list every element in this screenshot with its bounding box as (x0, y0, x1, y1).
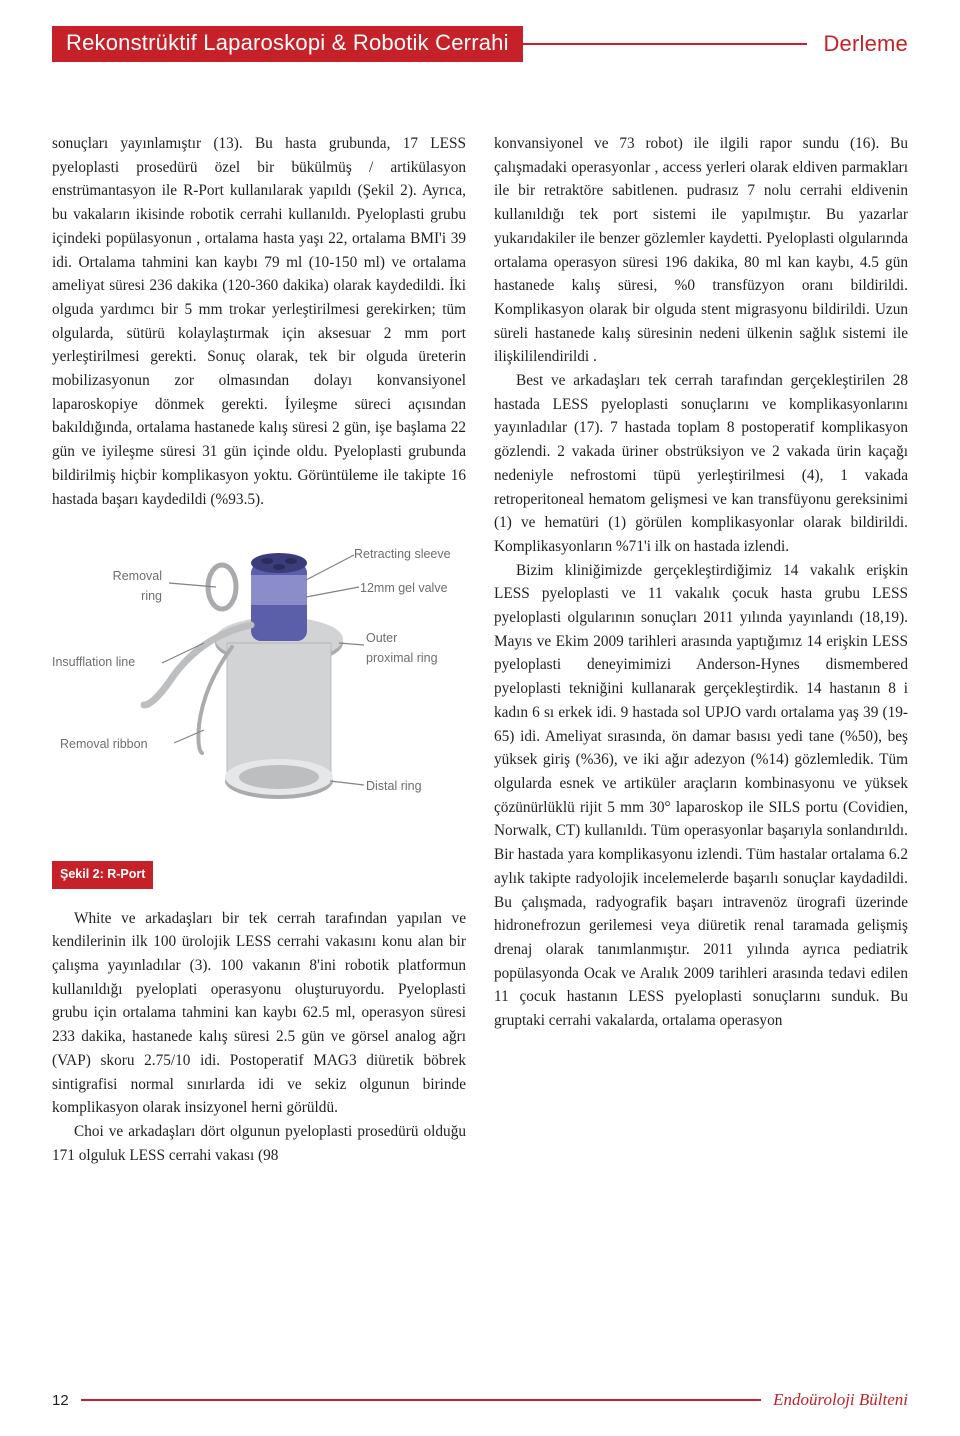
left-para-3: Choi ve arkadaşları dört olgunun pyelopl… (52, 1120, 466, 1167)
header-rule (523, 43, 808, 45)
fig-label-gel-valve: 12mm gel valve (360, 579, 448, 598)
right-para-2: Best ve arkadaşları tek cerrah tarafında… (494, 369, 908, 559)
right-para-3: Bizim kliniğimizde gerçekleştirdiğimiz 1… (494, 559, 908, 1033)
fig-label-outer-proximal-ring: Outerproximal ring (366, 629, 438, 668)
header-article-type: Derleme (823, 31, 908, 57)
footer-page-number: 12 (52, 1392, 69, 1409)
fig-label-retracting-sleeve: Retracting sleeve (354, 545, 451, 564)
page-header: Rekonstrüktif Laparoskopi & Robotik Cerr… (52, 26, 908, 62)
figure-2-caption: Şekil 2: R-Port (52, 861, 153, 888)
fig-label-removal-ring: Removalring (90, 567, 162, 606)
footer-journal-name: Endoüroloji Bülteni (773, 1390, 908, 1410)
fig-label-insufflation-line: Insufflation line (52, 653, 135, 672)
right-column: konvansiyonel ve 73 robot) ile ilgili ra… (494, 132, 908, 1167)
footer-rule (81, 1399, 761, 1401)
fig-label-distal-ring: Distal ring (366, 777, 422, 796)
content-columns: sonuçları yayınlamıştır (13). Bu hasta g… (52, 132, 908, 1167)
left-para-1: sonuçları yayınlamıştır (13). Bu hasta g… (52, 132, 466, 511)
figure-2-illustration: Removalring Insufflation line Removal ri… (52, 525, 466, 855)
fig-label-removal-ribbon: Removal ribbon (60, 735, 148, 754)
page-footer: 12 Endoüroloji Bülteni (52, 1390, 908, 1410)
left-para-2: White ve arkadaşları bir tek cerrah tara… (52, 907, 466, 1120)
right-para-1: konvansiyonel ve 73 robot) ile ilgili ra… (494, 132, 908, 369)
header-category-tag: Rekonstrüktif Laparoskopi & Robotik Cerr… (52, 26, 523, 62)
figure-2: Removalring Insufflation line Removal ri… (52, 525, 466, 888)
left-column: sonuçları yayınlamıştır (13). Bu hasta g… (52, 132, 466, 1167)
